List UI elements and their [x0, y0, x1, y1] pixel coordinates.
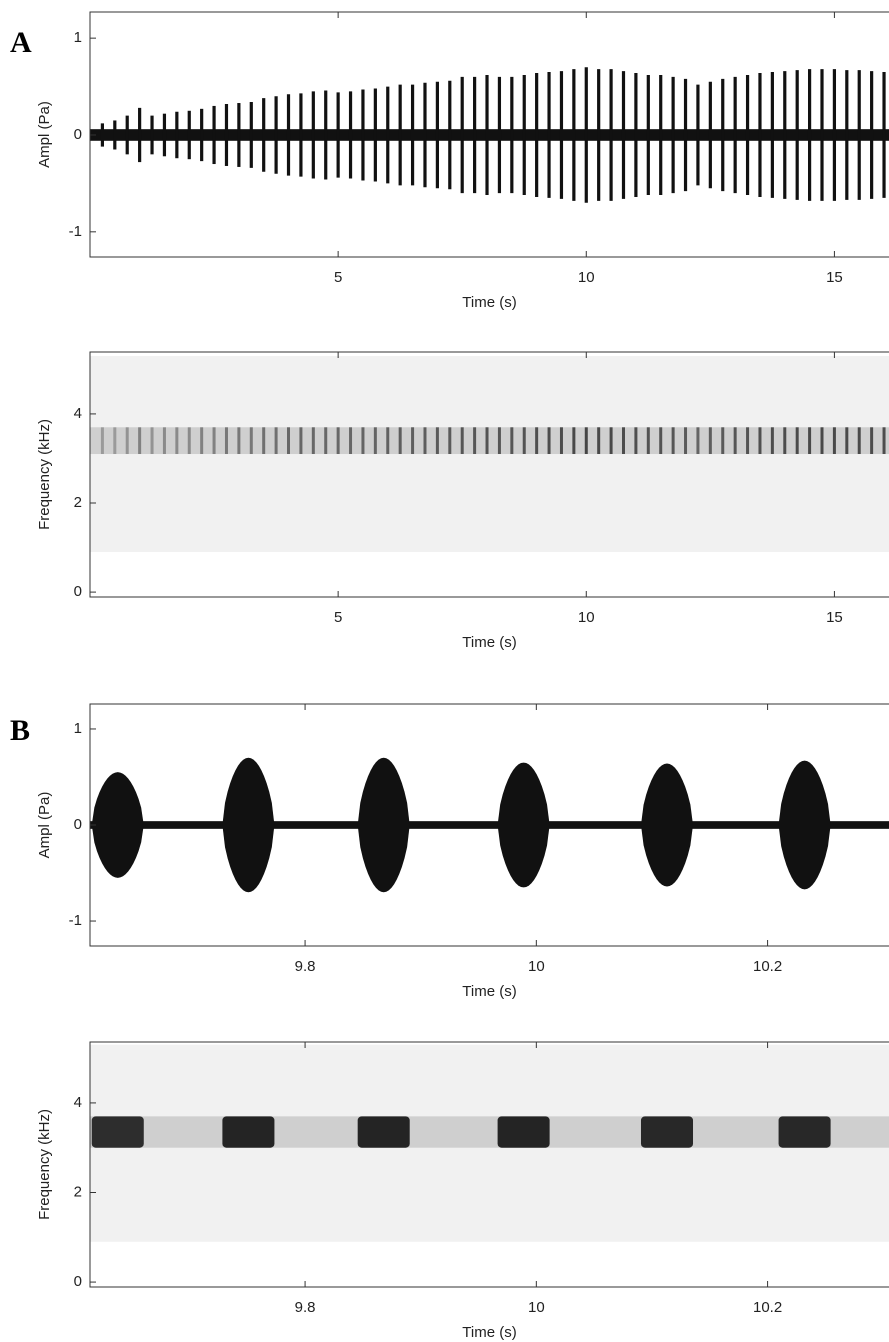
x-tick-label: 9.8 — [295, 1299, 316, 1316]
x-tick-label: 10 — [528, 958, 545, 975]
y-tick-label: 0 — [74, 1273, 82, 1290]
y-tick-label: 2 — [74, 1183, 82, 1200]
y-tick-label: -1 — [69, 912, 82, 929]
pulse-energy — [778, 1116, 831, 1148]
x-axis-label: Time (s) — [462, 1324, 516, 1341]
y-tick-label: -1 — [69, 223, 82, 240]
x-tick-label: 10.2 — [753, 1299, 782, 1316]
x-tick-label: 5 — [334, 609, 342, 626]
x-tick-label: 10 — [578, 609, 595, 626]
pulse-energy — [222, 1116, 275, 1148]
x-tick-label: 10 — [528, 1299, 545, 1316]
plot-area — [90, 757, 889, 893]
y-axis-label: Ampl (Pa) — [36, 101, 53, 168]
y-axis-label: Frequency (kHz) — [36, 1109, 53, 1220]
x-tick-label: 5 — [334, 269, 342, 286]
noise-band — [90, 129, 889, 141]
plot-area — [90, 67, 889, 203]
y-tick-label: 1 — [74, 720, 82, 737]
x-axis-label: Time (s) — [462, 294, 516, 311]
panel-label: B — [10, 714, 30, 747]
x-axis-label: Time (s) — [462, 983, 516, 1000]
pulse-energy — [357, 1116, 410, 1148]
y-tick-label: 2 — [74, 494, 82, 511]
pulse — [640, 763, 694, 887]
pulse — [778, 760, 831, 890]
y-tick-label: 0 — [74, 126, 82, 143]
pulse — [91, 772, 144, 878]
x-tick-label: 9.8 — [295, 958, 316, 975]
y-tick-label: 4 — [74, 1094, 82, 1111]
noise-band — [90, 821, 889, 829]
y-axis-label: Ampl (Pa) — [36, 792, 53, 859]
y-tick-label: 0 — [74, 816, 82, 833]
pulse — [497, 762, 550, 888]
y-tick-label: 1 — [74, 29, 82, 46]
pulse-energy — [91, 1116, 144, 1148]
pulse — [222, 757, 275, 893]
y-axis-label: Frequency (kHz) — [36, 419, 53, 530]
carrier-band — [90, 1116, 889, 1148]
plot-area — [90, 356, 889, 553]
pulse-energy — [640, 1116, 694, 1148]
panel-label: A — [10, 26, 32, 59]
x-tick-label: 15 — [826, 269, 843, 286]
y-tick-label: 0 — [74, 583, 82, 600]
x-tick-label: 10 — [578, 269, 595, 286]
x-tick-label: 10.2 — [753, 958, 782, 975]
pulse — [357, 757, 410, 893]
x-tick-label: 15 — [826, 609, 843, 626]
x-axis-label: Time (s) — [462, 634, 516, 651]
plot-area — [90, 1044, 889, 1242]
y-tick-label: 4 — [74, 405, 82, 422]
carrier-band — [90, 427, 889, 455]
axes-frame — [89, 1041, 889, 1288]
axes-frame — [89, 351, 889, 598]
pulse-energy — [497, 1116, 550, 1148]
